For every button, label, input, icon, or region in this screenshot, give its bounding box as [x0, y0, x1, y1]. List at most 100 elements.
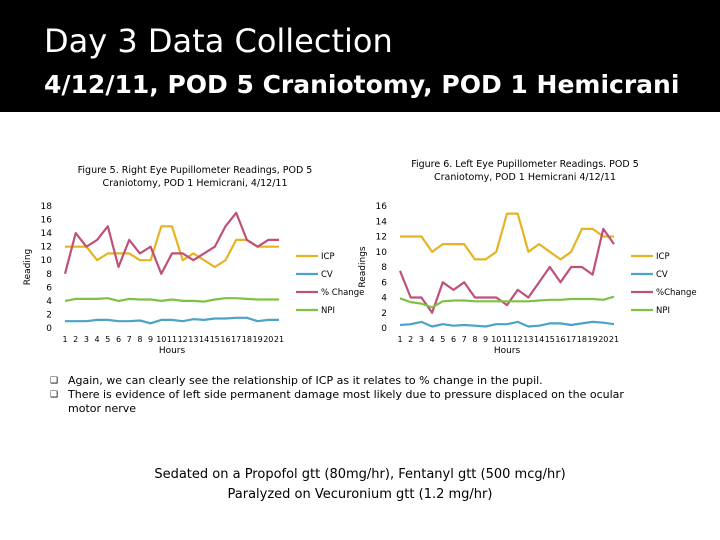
chart-2-y-tick-label: 0 [381, 324, 387, 334]
chart-2-x-tick-label: 2 [408, 335, 413, 344]
chart-2-y-tick-label: 8 [381, 263, 387, 273]
sedation-note-line-2: Paralyzed on Vecuronium gtt (1.2 mg/hr) [227, 487, 493, 502]
chart-1-x-tick-label: 19 [253, 335, 263, 344]
chart-1-title-line-2: Craniotomy, POD 1 Hemicrani, 4/12/11 [102, 178, 288, 189]
chart-2-series-line-icp [400, 212, 614, 261]
chart-1-y-tick-label: 12 [41, 243, 52, 253]
chart-2-series-line-change [398, 227, 615, 314]
chart-2-x-tick-label: 10 [491, 335, 501, 344]
bullet-item: ❑ Again, we can clearly see the relation… [50, 374, 650, 388]
chart-1-x-tick-label: 15 [210, 335, 220, 344]
chart-2-x-tick-label: 3 [419, 335, 424, 344]
chart-1-y-tick-label: 16 [41, 216, 53, 226]
chart-2-x-tick-label: 17 [566, 335, 576, 344]
chart-2-x-tick-label: 18 [577, 335, 587, 344]
chart-1-x-tick-label: 10 [156, 335, 166, 344]
chart-2-y-tick-label: 4 [381, 294, 387, 304]
chart-1-x-tick-label: 16 [220, 335, 230, 344]
chart-2-legend-label-change: %Change [656, 288, 697, 298]
chart-2-title-line-2: Craniotomy, POD 1 Hemicrani 4/12/11 [433, 172, 617, 183]
chart-1-y-tick-label: 4 [46, 297, 52, 307]
chart-1-x-tick-label: 7 [127, 335, 132, 344]
chart-1-x-tick-label: 12 [178, 335, 188, 344]
chart-1-y-tick-label: 18 [41, 202, 53, 212]
chart-2-x-tick-label: 13 [523, 335, 533, 344]
slide-title: Day 3 Data Collection [44, 22, 393, 60]
bullet-icon: ❑ [50, 390, 59, 400]
chart-2-series-line-cv [399, 320, 615, 328]
bullet-icon: ❑ [50, 376, 59, 386]
chart-1-x-tick-label: 21 [274, 335, 284, 344]
slide-subtitle: 4/12/11, POD 5 Craniotomy, POD 1 Hemicra… [44, 70, 680, 99]
chart-2-y-tick-label: 10 [376, 248, 388, 258]
chart-2-x-tick-label: 12 [513, 335, 523, 344]
chart-1-y-tick-label: 2 [46, 310, 52, 320]
sedation-note-line-1: Sedated on a Propofol gtt (80mg/hr), Fen… [154, 467, 566, 482]
chart-2-x-axis-label: Hours [494, 346, 521, 356]
chart-1-x-tick-label: 11 [167, 335, 177, 344]
chart-2-x-tick-label: 19 [588, 335, 598, 344]
chart-1-y-axis-label: Reading [23, 249, 33, 286]
chart-2-x-tick-label: 5 [440, 335, 445, 344]
chart-1-x-tick-label: 2 [73, 335, 78, 344]
chart-2-title: Figure 6. Left Eye Pupillometer Readings… [360, 158, 690, 184]
chart-1-y-tick-label: 6 [46, 283, 52, 293]
chart-1-x-tick-label: 20 [263, 335, 273, 344]
chart-2-x-tick-label: 4 [430, 335, 435, 344]
title-band: Day 3 Data Collection 4/12/11, POD 5 Cra… [0, 0, 720, 112]
chart-1-y-tick-label: 8 [46, 270, 52, 280]
chart-2-x-tick-label: 6 [451, 335, 456, 344]
chart-2-y-tick-label: 2 [381, 309, 387, 319]
bullet-item: ❑ There is evidence of left side permane… [50, 388, 650, 416]
bullet-text: There is evidence of left side permanent… [68, 388, 624, 415]
chart-2-x-tick-label: 16 [555, 335, 565, 344]
chart-1-x-tick-label: 17 [231, 335, 241, 344]
chart-1-series-line-cv [65, 316, 279, 325]
chart-1-x-tick-label: 8 [137, 335, 142, 344]
chart-1-legend-label-npi: NPI [321, 306, 335, 316]
chart-1-title: Figure 5. Right Eye Pupillometer Reading… [40, 164, 350, 190]
chart-1-y-tick-label: 10 [41, 256, 53, 266]
chart-2-x-tick-label: 8 [472, 335, 477, 344]
chart-1-x-tick-label: 9 [148, 335, 153, 344]
chart-1-x-tick-label: 13 [188, 335, 198, 344]
chart-2-x-tick-label: 1 [397, 335, 402, 344]
chart-2-title-line-1: Figure 6. Left Eye Pupillometer Readings… [411, 159, 639, 170]
chart-2-x-tick-label: 15 [545, 335, 555, 344]
chart-1-series-line-icp [65, 225, 279, 269]
chart-2-legend-label-npi: NPI [656, 306, 670, 316]
chart-2-y-tick-label: 6 [381, 278, 387, 288]
chart-1-x-tick-label: 6 [116, 335, 121, 344]
chart-1-title-line-1: Figure 5. Right Eye Pupillometer Reading… [77, 165, 313, 176]
chart-2-y-tick-label: 12 [376, 233, 387, 243]
bullet-list: ❑ Again, we can clearly see the relation… [50, 374, 650, 416]
chart-1-legend-label-cv: CV [321, 270, 333, 280]
chart-2-legend-label-icp: ICP [656, 252, 670, 262]
chart-1-series-line-npi [64, 297, 279, 303]
chart-2-y-tick-label: 14 [376, 217, 388, 227]
chart-1-x-axis-label: Hours [159, 346, 186, 356]
chart-1-x-tick-label: 18 [242, 335, 252, 344]
chart-2-x-tick-label: 21 [609, 335, 619, 344]
chart-1-legend-label-icp: ICP [321, 252, 335, 262]
chart-2-y-axis-label: Readings [358, 246, 368, 288]
chart-1-legend-label-change: % Change [321, 288, 364, 298]
chart-2-y-tick-label: 16 [376, 202, 388, 212]
sedation-note: Sedated on a Propofol gtt (80mg/hr), Fen… [100, 465, 620, 505]
bullet-text: Again, we can clearly see the relationsh… [68, 374, 543, 387]
chart-2-x-tick-label: 20 [598, 335, 608, 344]
chart-2-series-line-npi [399, 295, 615, 309]
chart-1-x-tick-label: 3 [84, 335, 89, 344]
chart-2-x-tick-label: 11 [502, 335, 512, 344]
content-area [0, 112, 720, 540]
chart-2-x-tick-label: 9 [483, 335, 488, 344]
chart-1-y-tick-label: 14 [41, 229, 53, 239]
chart-2-x-tick-label: 14 [534, 335, 544, 344]
chart-1-x-tick-label: 5 [105, 335, 110, 344]
chart-1-y-tick-label: 0 [46, 324, 52, 334]
chart-1-series-line-change [63, 211, 279, 275]
chart-1-x-tick-label: 14 [199, 335, 209, 344]
chart-1-x-tick-label: 1 [62, 335, 67, 344]
